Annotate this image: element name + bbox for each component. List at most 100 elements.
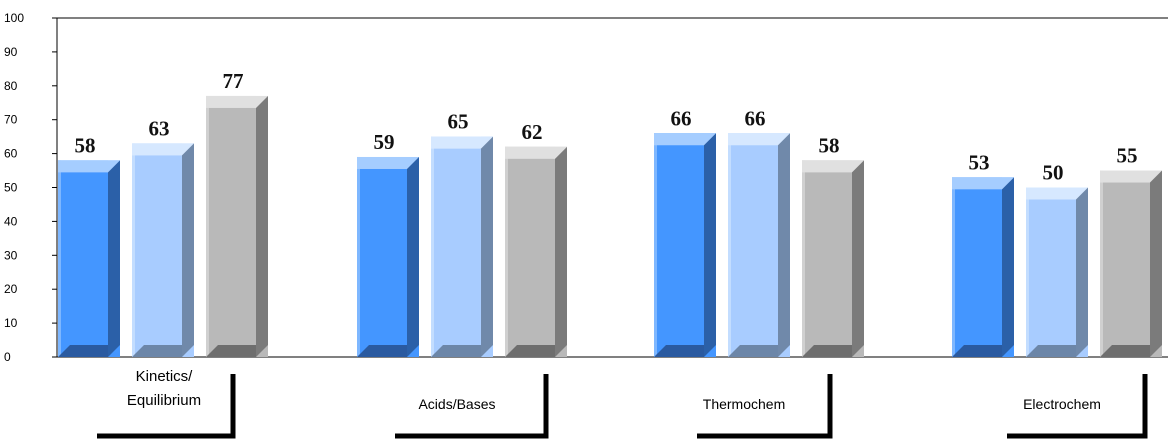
bar-top-band — [952, 177, 1002, 190]
bar-top-band — [728, 133, 778, 146]
data-label: 58 — [819, 133, 840, 157]
bar-side — [1076, 187, 1088, 357]
data-label: 50 — [1043, 161, 1064, 185]
bar — [802, 160, 864, 357]
data-label: 55 — [1117, 144, 1138, 168]
bar-side — [704, 133, 716, 357]
bar-left-edge — [952, 177, 955, 357]
data-label: 53 — [969, 150, 990, 174]
bar-bottom — [357, 345, 407, 357]
bar — [654, 133, 716, 357]
bar-left-edge — [505, 146, 508, 357]
bar-bottom — [654, 345, 704, 357]
data-label: 58 — [75, 133, 96, 157]
bar-bottom — [58, 345, 108, 357]
bar — [952, 177, 1014, 357]
bar-bottom — [728, 345, 778, 357]
category-bracket — [697, 374, 833, 439]
y-tick-label: 50 — [4, 181, 18, 195]
bar-left-edge — [654, 133, 657, 357]
bar-side — [852, 160, 864, 357]
bar-top-band — [1100, 170, 1150, 183]
category-label-line: Kinetics/ — [136, 368, 194, 385]
bar-top-band — [654, 133, 704, 146]
bar — [58, 160, 120, 357]
bar — [728, 133, 790, 357]
bar — [505, 146, 567, 357]
bar — [132, 143, 194, 357]
bar-left-edge — [431, 136, 434, 357]
category-label: Electrochem — [1023, 396, 1101, 412]
bar-side — [182, 143, 194, 357]
bar-top-band — [505, 146, 555, 159]
category-bracket — [1007, 374, 1148, 439]
bar-bottom — [132, 345, 182, 357]
data-label: 62 — [522, 120, 543, 144]
category-label-group: Thermochem — [697, 374, 833, 439]
bar — [357, 156, 419, 357]
bar-left-edge — [132, 143, 135, 357]
bar-side — [1150, 170, 1162, 357]
bar-bottom — [1100, 345, 1150, 357]
bar-side — [407, 156, 419, 357]
bar-left-edge — [1100, 170, 1103, 357]
category-label: Acids/Bases — [418, 396, 495, 412]
y-tick-label: 60 — [4, 147, 18, 161]
bar-side — [1002, 177, 1014, 357]
bar-left-edge — [206, 95, 209, 357]
y-tick-label: 70 — [4, 113, 18, 127]
bar — [1026, 187, 1088, 357]
bar-left-edge — [1026, 187, 1029, 357]
bar — [1100, 170, 1162, 357]
category-label-line: Equilibrium — [127, 392, 201, 409]
bar-top-band — [431, 136, 481, 149]
bar-side — [108, 160, 120, 357]
labels-layer: 58 63 77 59 65 62 66 66 58 53 50 55 — [75, 69, 1138, 185]
bar-left-edge — [802, 160, 805, 357]
y-tick-label: 90 — [4, 45, 18, 59]
data-label: 59 — [374, 130, 395, 154]
y-tick-label: 20 — [4, 282, 18, 296]
bar-top-band — [1026, 187, 1076, 200]
bar-side — [555, 146, 567, 357]
bar-bottom — [1026, 345, 1076, 357]
bar-side — [481, 136, 493, 357]
data-label: 65 — [448, 110, 469, 134]
bar-top-band — [206, 95, 256, 108]
bar-left-edge — [728, 133, 731, 357]
category-bracket — [97, 374, 236, 439]
category-label-group: Acids/Bases — [395, 374, 549, 439]
bar-left-edge — [357, 156, 360, 357]
bar-top-band — [802, 160, 852, 173]
bar-bottom — [952, 345, 1002, 357]
bar-left-edge — [58, 160, 61, 357]
y-tick-label: 100 — [4, 11, 24, 25]
bar-side — [256, 95, 268, 357]
bars-layer — [58, 95, 1162, 357]
category-labels-layer: Kinetics/Equilibrium Acids/Bases Thermoche… — [97, 368, 1148, 439]
bar-side — [778, 133, 790, 357]
category-label: Kinetics/Equilibrium — [127, 368, 201, 409]
bar-bottom — [802, 345, 852, 357]
data-label: 66 — [671, 106, 692, 130]
category-label-group: Kinetics/Equilibrium — [97, 368, 236, 439]
bar — [206, 95, 268, 357]
bar-bottom — [505, 345, 555, 357]
category-label: Thermochem — [703, 396, 785, 412]
data-label: 66 — [745, 106, 766, 130]
y-tick-label: 10 — [4, 316, 18, 330]
y-tick-label: 0 — [4, 350, 11, 364]
bar-bottom — [431, 345, 481, 357]
bar — [431, 136, 493, 357]
category-bracket — [395, 374, 549, 439]
bar-top-band — [132, 143, 182, 156]
data-label: 77 — [223, 69, 244, 93]
data-label: 63 — [149, 116, 170, 140]
bar-bottom — [206, 345, 256, 357]
category-label-group: Electrochem — [1007, 374, 1148, 439]
y-tick-label: 30 — [4, 248, 18, 262]
y-tick-label: 80 — [4, 79, 18, 93]
bar-top-band — [58, 160, 108, 173]
y-tick-label: 40 — [4, 214, 18, 228]
